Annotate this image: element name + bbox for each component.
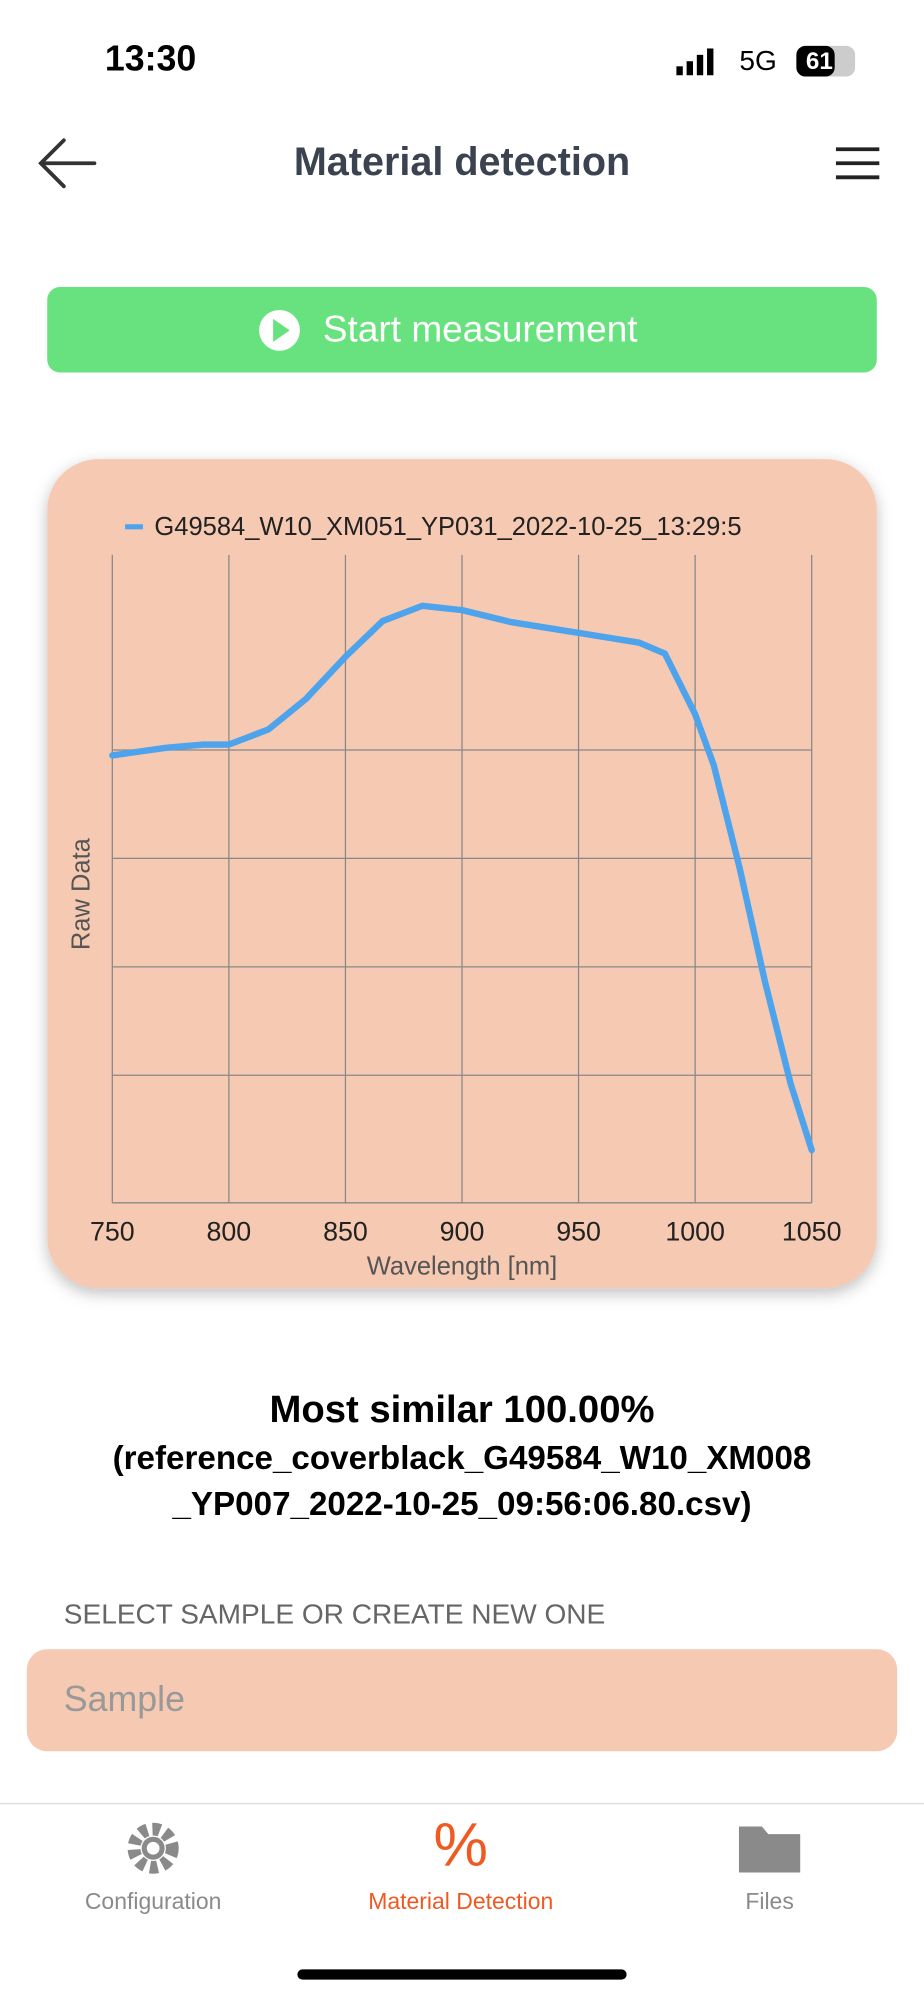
start-button-label: Start measurement <box>323 308 638 349</box>
signal-icon <box>676 48 714 76</box>
x-tick-label: 900 <box>440 1217 485 1247</box>
tab-files[interactable]: Files <box>738 1826 801 1915</box>
x-axis-label: Wavelength [nm] <box>367 1253 557 1281</box>
x-tick-label: 800 <box>207 1217 252 1247</box>
battery-level <box>796 45 835 77</box>
x-tick-label: 950 <box>556 1217 601 1247</box>
tab-configuration[interactable]: Configuration <box>85 1822 222 1914</box>
y-axis-label: Raw Data <box>68 837 96 950</box>
home-indicator <box>297 1969 627 1980</box>
tab-label: Material Detection <box>368 1888 553 1914</box>
sample-placeholder: Sample <box>64 1679 185 1719</box>
x-tick-label: 1050 <box>782 1217 842 1247</box>
back-button[interactable] <box>38 138 97 189</box>
result-title: Most similar 100.00% <box>269 1388 654 1431</box>
legend-label: G49584_W10_XM051_YP031_2022-10-25_13:29:… <box>154 513 741 541</box>
tab-label: Files <box>745 1888 793 1914</box>
section-label: SELECT SAMPLE OR CREATE NEW ONE <box>64 1598 605 1629</box>
x-tick-label: 750 <box>90 1217 135 1247</box>
tab-material-detection[interactable]: % Material Detection <box>368 1811 553 1914</box>
result-file: _YP007_2022-10-25_09:56:06.80.csv) <box>171 1486 751 1523</box>
battery-text: 61 <box>806 48 833 75</box>
tab-label: Configuration <box>85 1888 222 1914</box>
sample-input[interactable]: Sample <box>26 1649 898 1752</box>
status-time: 13:30 <box>105 39 196 79</box>
x-tick-label: 1000 <box>665 1217 725 1247</box>
result-file: (reference_coverblack_G49584_W10_XM008 <box>113 1440 812 1477</box>
start-button[interactable]: Start measurement <box>47 286 877 373</box>
page-title: Material detection <box>294 140 630 184</box>
chart: 750 800 850 900 950 1000 1050 Wavelength [nm] Ra… <box>68 513 842 1281</box>
tab-icon: % <box>433 1811 487 1879</box>
status-network: 5G <box>739 45 776 76</box>
data-line <box>109 602 815 1154</box>
x-tick-label: 850 <box>323 1217 368 1247</box>
menu-button[interactable] <box>835 147 880 180</box>
